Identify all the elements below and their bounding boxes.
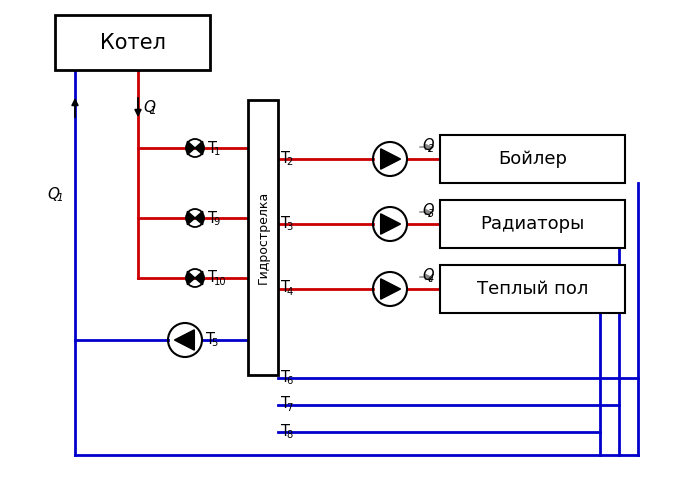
Text: 8: 8 bbox=[286, 430, 293, 440]
Text: 1: 1 bbox=[56, 193, 63, 203]
Text: 7: 7 bbox=[286, 403, 293, 413]
Text: 3: 3 bbox=[428, 209, 434, 219]
Polygon shape bbox=[381, 279, 400, 299]
Polygon shape bbox=[195, 271, 203, 285]
Text: T: T bbox=[208, 271, 217, 285]
Text: T: T bbox=[208, 210, 217, 226]
Polygon shape bbox=[381, 214, 400, 234]
Text: 2: 2 bbox=[428, 144, 434, 154]
Text: T: T bbox=[281, 424, 290, 438]
Text: T: T bbox=[281, 396, 290, 412]
Text: 10: 10 bbox=[214, 277, 226, 287]
Polygon shape bbox=[188, 271, 195, 285]
Text: 4: 4 bbox=[286, 287, 293, 297]
Text: 3: 3 bbox=[286, 222, 293, 232]
Text: 1: 1 bbox=[149, 106, 156, 116]
Text: Q: Q bbox=[422, 268, 433, 282]
Polygon shape bbox=[381, 149, 400, 169]
Bar bbox=[55, 15, 210, 70]
Polygon shape bbox=[188, 141, 195, 155]
Polygon shape bbox=[195, 211, 203, 225]
Text: 9: 9 bbox=[214, 217, 220, 227]
Text: 2: 2 bbox=[286, 157, 293, 167]
Text: Q: Q bbox=[422, 138, 433, 152]
Text: T: T bbox=[281, 151, 290, 165]
Text: T: T bbox=[281, 369, 290, 384]
Text: Бойлер: Бойлер bbox=[498, 150, 567, 168]
Text: 4: 4 bbox=[428, 274, 434, 284]
Text: Q: Q bbox=[47, 186, 59, 202]
Text: Радиаторы: Радиаторы bbox=[480, 215, 584, 233]
Polygon shape bbox=[188, 211, 195, 225]
Polygon shape bbox=[195, 141, 203, 155]
Text: Q: Q bbox=[143, 99, 155, 115]
Text: T: T bbox=[208, 141, 217, 155]
Text: 6: 6 bbox=[286, 376, 293, 386]
Text: Гидрострелка: Гидрострелка bbox=[256, 191, 270, 284]
Text: T: T bbox=[281, 216, 290, 230]
Bar bbox=[440, 265, 625, 313]
Text: 5: 5 bbox=[211, 338, 218, 348]
Text: Котел: Котел bbox=[99, 33, 165, 53]
Text: 1: 1 bbox=[214, 147, 220, 157]
Text: T: T bbox=[281, 281, 290, 295]
Polygon shape bbox=[174, 330, 195, 350]
Text: Q: Q bbox=[422, 203, 433, 217]
Bar bbox=[440, 135, 625, 183]
Text: Теплый пол: Теплый пол bbox=[477, 280, 588, 298]
Bar bbox=[440, 200, 625, 248]
Text: T: T bbox=[206, 332, 215, 347]
Bar bbox=[248, 100, 278, 375]
